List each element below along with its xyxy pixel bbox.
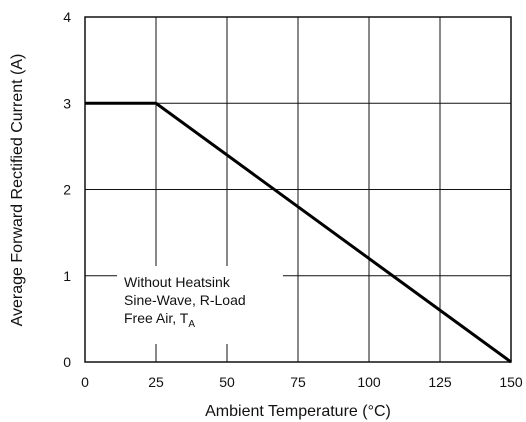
x-tick-label: 150: [499, 374, 523, 390]
y-tick-labels: 0 1 2 3 4: [63, 9, 71, 370]
x-tick-label: 100: [357, 374, 381, 390]
annotation-line-3-text: Free Air, T: [124, 310, 189, 326]
x-tick-label: 0: [81, 374, 89, 390]
x-tick-label: 25: [148, 374, 164, 390]
y-axis-label: Average Forward Rectified Current (A): [9, 54, 26, 327]
annotation-background: [117, 266, 283, 344]
y-tick-label: 0: [63, 354, 71, 370]
y-tick-label: 3: [63, 95, 71, 111]
annotation-line-2: Sine-Wave, R-Load: [124, 292, 246, 308]
annotation-line-3: Free Air, TA: [124, 310, 195, 330]
y-tick-label: 4: [63, 9, 71, 25]
y-tick-label: 1: [63, 268, 71, 284]
series-group: [85, 101, 512, 364]
annotation-box: Without Heatsink Sine-Wave, R-Load Free …: [117, 266, 283, 344]
x-axis-label: Ambient Temperature (°C): [205, 403, 391, 420]
derating-curve: [85, 101, 512, 364]
x-tick-label: 50: [219, 374, 235, 390]
x-tick-label: 75: [290, 374, 306, 390]
annotation-line-3-subscript: A: [188, 319, 195, 330]
x-tick-labels: 0 25 50 75 100 125 150: [81, 374, 523, 390]
plot-frame: [84, 16, 512, 363]
y-tick-label: 2: [63, 182, 71, 198]
annotation-line-1: Without Heatsink: [124, 274, 231, 290]
x-tick-label: 125: [428, 374, 452, 390]
